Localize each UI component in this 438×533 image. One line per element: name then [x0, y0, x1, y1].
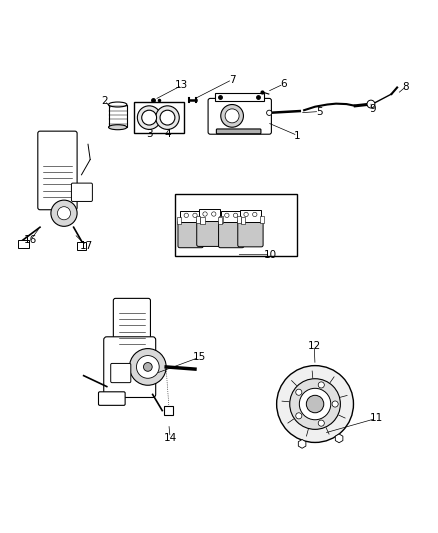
FancyBboxPatch shape	[99, 392, 125, 405]
Text: 9: 9	[369, 104, 376, 114]
Circle shape	[51, 200, 77, 227]
Bar	[260, 216, 265, 223]
Bar	[18, 240, 28, 248]
FancyBboxPatch shape	[178, 221, 203, 248]
Circle shape	[367, 100, 375, 108]
Bar	[241, 217, 245, 224]
Circle shape	[296, 413, 302, 419]
Circle shape	[233, 213, 238, 217]
Circle shape	[277, 366, 353, 442]
FancyBboxPatch shape	[238, 220, 263, 247]
Text: 13: 13	[175, 80, 188, 90]
Bar	[240, 210, 261, 222]
FancyBboxPatch shape	[219, 221, 244, 248]
Circle shape	[299, 389, 331, 420]
Circle shape	[225, 109, 239, 123]
Bar	[237, 216, 241, 223]
Bar	[77, 243, 86, 251]
Text: 11: 11	[370, 414, 383, 423]
Circle shape	[193, 213, 197, 217]
Circle shape	[221, 104, 244, 127]
Text: 15: 15	[193, 352, 206, 362]
FancyBboxPatch shape	[38, 131, 77, 210]
Circle shape	[318, 420, 324, 426]
FancyBboxPatch shape	[197, 220, 222, 246]
FancyBboxPatch shape	[104, 337, 155, 398]
Circle shape	[160, 110, 175, 125]
Bar	[109, 104, 127, 127]
Circle shape	[318, 382, 324, 388]
Circle shape	[244, 212, 248, 216]
Bar	[134, 102, 184, 133]
Circle shape	[184, 213, 188, 217]
Text: 16: 16	[24, 235, 37, 245]
Bar	[218, 217, 222, 224]
Circle shape	[296, 389, 302, 395]
FancyBboxPatch shape	[113, 298, 150, 349]
Circle shape	[306, 395, 324, 413]
Bar	[215, 93, 264, 101]
Circle shape	[144, 362, 152, 372]
FancyBboxPatch shape	[216, 129, 261, 134]
Text: 5: 5	[316, 107, 323, 117]
Bar	[199, 209, 220, 221]
Text: 10: 10	[264, 250, 277, 260]
Bar	[200, 217, 205, 224]
Circle shape	[138, 106, 161, 130]
Circle shape	[57, 207, 71, 220]
Text: 3: 3	[146, 129, 152, 139]
Circle shape	[203, 212, 207, 216]
Ellipse shape	[109, 125, 127, 130]
Circle shape	[332, 401, 338, 407]
Text: 4: 4	[164, 129, 171, 139]
Circle shape	[130, 349, 166, 385]
Text: 6: 6	[280, 79, 287, 89]
Text: 7: 7	[229, 75, 235, 85]
Text: 2: 2	[101, 95, 108, 106]
Bar	[221, 211, 242, 222]
Circle shape	[142, 110, 156, 125]
Bar	[175, 195, 297, 256]
Bar	[180, 211, 201, 222]
Circle shape	[290, 379, 340, 430]
FancyBboxPatch shape	[111, 364, 131, 383]
Bar	[177, 217, 181, 224]
FancyBboxPatch shape	[71, 183, 92, 201]
Text: 17: 17	[80, 240, 93, 251]
Text: 1: 1	[294, 131, 301, 141]
Text: 14: 14	[163, 433, 177, 442]
Bar	[196, 216, 200, 223]
Circle shape	[253, 212, 257, 216]
Ellipse shape	[109, 102, 127, 107]
Text: 12: 12	[307, 341, 321, 351]
Circle shape	[225, 213, 229, 217]
Circle shape	[137, 356, 159, 378]
FancyBboxPatch shape	[208, 99, 272, 134]
Bar	[219, 216, 223, 223]
Circle shape	[212, 212, 216, 216]
Circle shape	[155, 106, 179, 130]
Text: 8: 8	[403, 82, 409, 92]
Circle shape	[267, 110, 272, 116]
